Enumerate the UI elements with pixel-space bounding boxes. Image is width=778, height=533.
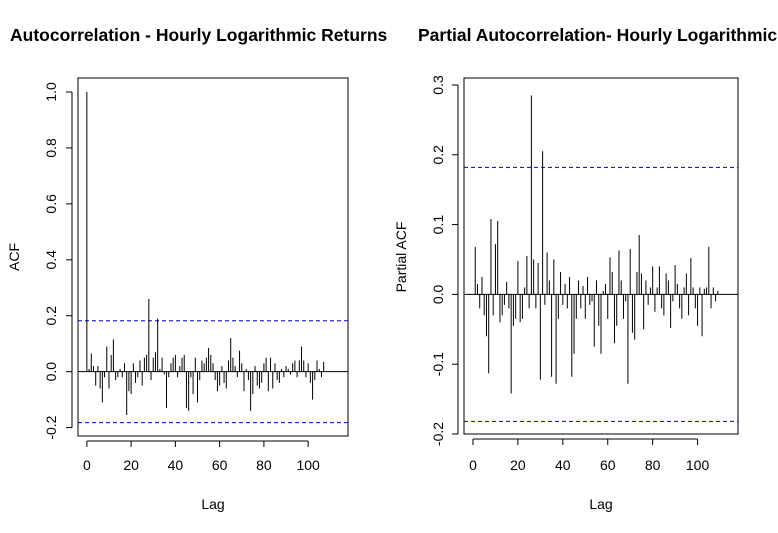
pacf-x-tick-label: 60: [600, 457, 616, 473]
acf-y-tick-label: 0.2: [43, 306, 59, 326]
acf-x-tick-label: 20: [123, 457, 139, 473]
pacf-y-ticks: -0.2 -0.1 0.0 0.1 0.2 0.3: [430, 75, 459, 446]
pacf-bars: [464, 95, 738, 422]
pacf-plot-frame: [463, 77, 739, 435]
pacf-title: Partial Autocorrelation- Hourly Logarith…: [418, 25, 778, 45]
pacf-y-tick-label: -0.1: [430, 352, 446, 376]
pacf-y-axis-label: Partial ACF: [393, 222, 409, 293]
acf-y-tick-label: 0.4: [43, 250, 59, 270]
pacf-y-tick-label: 0.0: [430, 284, 446, 304]
acf-x-tick-label: 80: [256, 457, 272, 473]
acf-bars: [78, 91, 348, 424]
acf-x-tick-label: 40: [168, 457, 184, 473]
pacf-y-tick-label: 0.2: [430, 145, 446, 165]
acf-y-tick-label: 0.6: [43, 194, 59, 214]
pacf-x-ticks: 0 20 40 60 80 100: [469, 438, 710, 473]
acf-plot-frame: [77, 77, 349, 437]
acf-y-tick-label: 0.0: [43, 362, 59, 382]
acf-x-tick-label: 100: [296, 457, 320, 473]
acf-y-tick-label: 1.0: [43, 82, 59, 102]
acf-x-tick-label: 0: [83, 457, 91, 473]
pacf-y-tick-label: 0.3: [430, 75, 446, 95]
pacf-y-tick-label: 0.1: [430, 215, 446, 235]
pacf-panel: Partial Autocorrelation- Hourly Logarith…: [393, 20, 778, 512]
acf-x-tick-label: 60: [212, 457, 228, 473]
pacf-x-tick-label: 0: [469, 457, 477, 473]
pacf-x-tick-label: 40: [555, 457, 571, 473]
pacf-x-tick-label: 100: [686, 457, 710, 473]
pacf-x-axis-label: Lag: [589, 496, 612, 512]
acf-title: Autocorrelation - Hourly Logarithmic Ret…: [10, 25, 388, 45]
acf-y-axis-label: ACF: [6, 243, 22, 271]
acf-y-tick-label: 0.8: [43, 138, 59, 158]
pacf-x-tick-label: 80: [645, 457, 661, 473]
acf-panel: Autocorrelation - Hourly Logarithmic Ret…: [6, 25, 388, 512]
acf-y-tick-label: -0.2: [43, 415, 59, 439]
acf-y-ticks: -0.2 0.0 0.2 0.4 0.6 0.8 1.0: [43, 82, 73, 440]
pacf-x-tick-label: 20: [510, 457, 526, 473]
acf-x-ticks: 0 20 40 60 80 100: [83, 440, 320, 473]
pacf-y-tick-label: -0.2: [430, 422, 446, 446]
pacf-title-mask: [412, 20, 778, 50]
acf-x-axis-label: Lag: [201, 496, 224, 512]
